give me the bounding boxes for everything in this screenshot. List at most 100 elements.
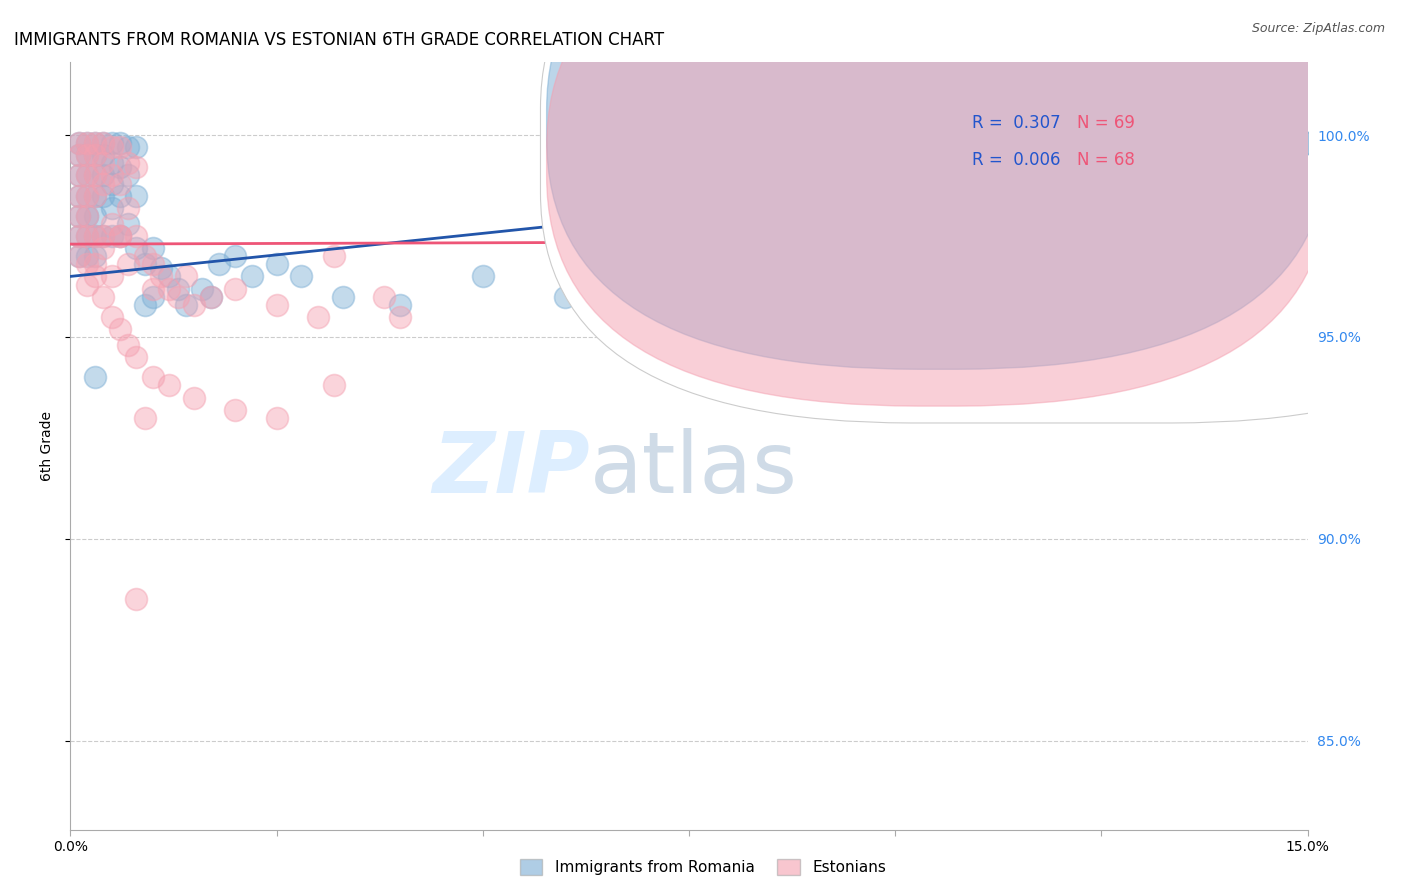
Point: [91, 169, 114, 183]
Text: IMMIGRANTS FROM ROMANIA VS ESTONIAN 6TH GRADE CORRELATION CHART: IMMIGRANTS FROM ROMANIA VS ESTONIAN 6TH …: [14, 31, 664, 49]
Point: [290, 269, 312, 284]
Point: [91, 136, 114, 151]
Point: [67, 188, 90, 202]
Point: [266, 298, 288, 312]
Point: [134, 298, 156, 312]
Point: [117, 338, 139, 352]
Point: [125, 161, 148, 175]
Point: [108, 177, 131, 191]
Point: [76, 277, 98, 292]
Point: [117, 140, 139, 154]
Point: [142, 370, 165, 384]
Point: [323, 249, 346, 263]
Point: [125, 241, 148, 255]
Point: [91, 188, 114, 202]
Point: [100, 136, 122, 151]
Point: [1296, 136, 1319, 151]
FancyBboxPatch shape: [547, 0, 1329, 406]
Point: [1173, 136, 1195, 151]
Text: R =  0.307: R = 0.307: [973, 114, 1062, 132]
Text: R =  0.006: R = 0.006: [973, 151, 1060, 169]
Point: [67, 209, 90, 223]
Point: [100, 269, 122, 284]
Point: [142, 257, 165, 271]
Point: [84, 249, 107, 263]
Point: [142, 290, 165, 304]
Point: [125, 229, 148, 244]
Point: [117, 156, 139, 170]
Point: [150, 261, 173, 276]
Point: [224, 281, 246, 295]
Point: [100, 217, 122, 231]
Point: [183, 391, 205, 405]
Point: [266, 410, 288, 425]
Legend: Immigrants from Romania, Estonians: Immigrants from Romania, Estonians: [515, 855, 891, 880]
Point: [84, 257, 107, 271]
Point: [76, 209, 98, 223]
Point: [332, 290, 354, 304]
Point: [84, 269, 107, 284]
FancyBboxPatch shape: [547, 0, 1329, 369]
Point: [100, 310, 122, 324]
Point: [1296, 136, 1319, 151]
Point: [117, 169, 139, 183]
Point: [67, 136, 90, 151]
Point: [108, 161, 131, 175]
Point: [108, 229, 131, 244]
Point: [67, 209, 90, 223]
Point: [174, 269, 197, 284]
Point: [166, 290, 188, 304]
Point: [174, 298, 197, 312]
Point: [76, 188, 98, 202]
Point: [240, 269, 263, 284]
Point: [134, 410, 156, 425]
Point: [718, 310, 741, 324]
Point: [76, 229, 98, 244]
Point: [67, 148, 90, 162]
FancyBboxPatch shape: [540, 0, 1406, 423]
Point: [1049, 136, 1071, 151]
Point: [76, 169, 98, 183]
Point: [224, 249, 246, 263]
Text: N = 69: N = 69: [1077, 114, 1135, 132]
Point: [637, 298, 659, 312]
Point: [67, 249, 90, 263]
Point: [84, 136, 107, 151]
Point: [91, 156, 114, 170]
Point: [125, 592, 148, 607]
Point: [76, 249, 98, 263]
Point: [67, 169, 90, 183]
Point: [224, 402, 246, 417]
Point: [91, 229, 114, 244]
Point: [76, 257, 98, 271]
Point: [157, 378, 180, 392]
Point: [200, 290, 222, 304]
Point: [117, 217, 139, 231]
Point: [108, 229, 131, 244]
Point: [76, 148, 98, 162]
Point: [100, 169, 122, 183]
Point: [91, 290, 114, 304]
Point: [323, 378, 346, 392]
Point: [84, 370, 107, 384]
Point: [117, 257, 139, 271]
Point: [100, 201, 122, 215]
Point: [84, 148, 107, 162]
Point: [125, 188, 148, 202]
Point: [84, 229, 107, 244]
Point: [84, 188, 107, 202]
Text: N = 68: N = 68: [1077, 151, 1135, 169]
Point: [84, 209, 107, 223]
Point: [76, 148, 98, 162]
Point: [208, 257, 231, 271]
Text: Source: ZipAtlas.com: Source: ZipAtlas.com: [1251, 22, 1385, 36]
Point: [84, 136, 107, 151]
Point: [389, 310, 412, 324]
Point: [67, 169, 90, 183]
Point: [191, 281, 214, 295]
Point: [76, 188, 98, 202]
Point: [925, 136, 948, 151]
Point: [554, 290, 576, 304]
Point: [117, 201, 139, 215]
Point: [91, 241, 114, 255]
